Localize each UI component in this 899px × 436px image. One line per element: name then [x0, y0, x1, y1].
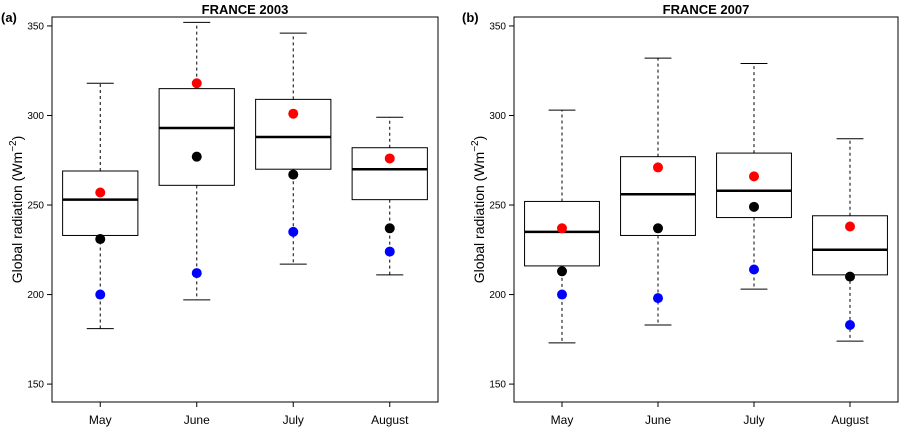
y-tick-label: 250: [489, 201, 506, 212]
chart-title: FRANCE 2007: [663, 2, 750, 17]
data-point: [845, 320, 855, 330]
plot-frame: [51, 16, 439, 403]
y-axis-label: Global radiation (Wm−2): [8, 136, 25, 284]
box-august: [812, 138, 888, 342]
x-tick-label: July: [283, 413, 304, 427]
data-point: [557, 266, 567, 277]
box-iqr: [524, 200, 600, 267]
data-point: [653, 293, 663, 304]
y-tick-label: 300: [27, 111, 44, 122]
data-point: [288, 108, 299, 119]
plot-frame: [513, 16, 899, 403]
box-iqr: [158, 88, 235, 186]
chart-panel-1: (a) FRANCE 2003 150 200 250 300 350 Global radi…: [1, 2, 439, 427]
data-point: [95, 289, 106, 300]
x-tick-label: August: [371, 413, 409, 427]
y-tick-label: 250: [27, 201, 44, 212]
x-tick-label: June: [184, 413, 210, 427]
data-point: [191, 78, 202, 89]
y-tick-label: 300: [489, 111, 506, 122]
box-june: [158, 21, 235, 301]
box-may: [524, 109, 600, 344]
data-point: [191, 151, 202, 162]
data-point: [288, 169, 299, 180]
data-point: [749, 201, 759, 212]
y-tick-label: 200: [489, 290, 506, 301]
data-point: [557, 289, 567, 300]
chart-panel-2: (b) FRANCE 2007 150 200 250 300 350 Global radi…: [462, 2, 899, 427]
x-tick-label: July: [743, 413, 764, 427]
data-point: [557, 223, 567, 234]
data-point: [191, 268, 202, 279]
data-point: [653, 162, 663, 173]
y-tick-label: 350: [27, 21, 44, 32]
data-point: [845, 221, 855, 232]
data-point: [384, 246, 395, 257]
chart-title: FRANCE 2003: [202, 2, 289, 17]
data-point: [384, 153, 395, 164]
data-point: [95, 234, 106, 245]
y-tick-label: 200: [27, 290, 44, 301]
data-point: [845, 271, 855, 282]
y-tick-label: 150: [489, 380, 506, 391]
y-tick-label: 150: [27, 380, 44, 391]
panel-label: (b): [462, 10, 479, 25]
x-tick-label: May: [551, 413, 574, 427]
data-point: [288, 226, 299, 237]
data-point: [95, 187, 106, 198]
y-axis-label: Global radiation (Wm−2): [470, 136, 487, 284]
x-tick-label: May: [89, 413, 112, 427]
y-tick-label: 350: [489, 21, 506, 32]
x-tick-label: June: [645, 413, 671, 427]
data-point: [653, 223, 663, 234]
box-june: [620, 57, 696, 326]
data-point: [749, 264, 759, 275]
x-tick-label: August: [831, 413, 869, 427]
data-point: [749, 171, 759, 182]
data-point: [384, 223, 395, 234]
panel-label: (a): [1, 10, 17, 25]
box-iqr: [62, 170, 139, 236]
